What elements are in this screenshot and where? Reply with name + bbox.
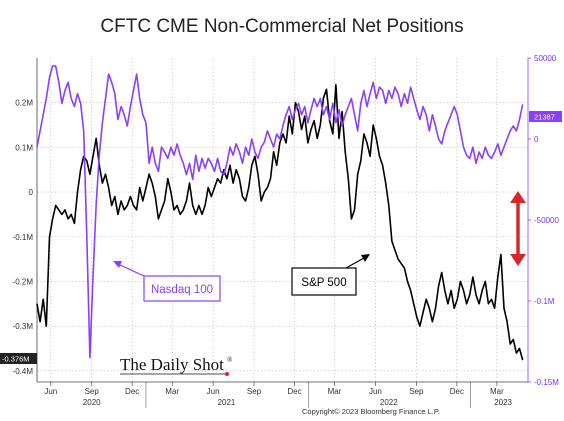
left-tick-label: -0.4M <box>13 367 34 376</box>
left-tick-label: 0 <box>29 188 34 197</box>
nasdaq100-line <box>36 65 524 359</box>
sp500-line <box>36 84 524 361</box>
x-month-label: Dec <box>125 387 139 396</box>
right-tick-label: -0.1M <box>534 297 555 306</box>
nasdaq-annotation-box <box>143 275 221 302</box>
x-month-label: Jun <box>369 387 382 396</box>
red-arrow-up-head <box>510 191 526 203</box>
x-year-label: 2021 <box>218 398 236 407</box>
x-year-label: 2020 <box>83 398 101 407</box>
left-tick-label: -0.3M <box>13 322 34 331</box>
sp-annotation-arrowhead <box>361 254 370 262</box>
right-tick-label: -0.15M <box>534 378 559 387</box>
end-label-right: 21387 <box>529 111 562 122</box>
sp-annotation-label: S&P 500 <box>301 277 346 289</box>
sp-annotation-arrow <box>345 257 365 269</box>
end-label-left: -0.376M <box>0 353 37 364</box>
axes: 0.2M 0.1M 0 -0.1M -0.2M -0.3M -0.4M 50000 0 -5000… <box>13 54 559 408</box>
x-year-label: 2023 <box>494 398 512 407</box>
red-arrow-down-head <box>510 254 526 266</box>
brand-logo: The Daily Shot ® <box>120 355 233 376</box>
x-month-label: Sep <box>85 387 100 396</box>
x-month-label: Jun <box>207 387 220 396</box>
end-label-left-text: -0.376M <box>2 355 30 364</box>
brand-text: The Daily Shot <box>120 355 224 374</box>
end-label-right-bg <box>529 111 562 122</box>
left-tick-label: -0.2M <box>13 277 34 286</box>
x-month-label: Mar <box>490 387 504 396</box>
x-month-label: Mar <box>165 387 179 396</box>
x-month-label: Dec <box>450 387 464 396</box>
grid <box>37 58 528 382</box>
left-tick-label: 0.1M <box>15 143 33 152</box>
chart-title: CFTC CME Non-Commercial Net Positions <box>100 16 463 37</box>
right-tick-label: -50000 <box>534 216 559 225</box>
nasdaq-annotation-arrow <box>117 263 145 277</box>
left-tick-label: -0.1M <box>13 233 34 242</box>
brand-registered-mark: ® <box>227 356 233 364</box>
x-month-label: Mar <box>328 387 342 396</box>
x-month-label: Sep <box>247 387 262 396</box>
right-tick-label: 0 <box>534 135 539 144</box>
annotations: Nasdaq 100 S&P 500 <box>113 191 526 302</box>
nasdaq-annotation-label: Nasdaq 100 <box>151 284 213 296</box>
x-month-label: Sep <box>409 387 424 396</box>
brand-dot <box>225 372 229 376</box>
copyright: Copyright© 2023 Bloomberg Finance L.P. <box>302 407 440 416</box>
end-label-right-text: 21387 <box>534 113 555 122</box>
series <box>36 65 524 361</box>
sp-annotation-box <box>291 267 357 296</box>
right-tick-label: 50000 <box>534 54 557 63</box>
left-tick-label: 0.2M <box>15 99 33 108</box>
end-label-left-bg <box>0 353 37 364</box>
x-month-label: Jun <box>44 387 57 396</box>
nasdaq-annotation-arrowhead <box>113 261 122 268</box>
x-year-label: 2022 <box>380 398 398 407</box>
x-month-label: Dec <box>287 387 301 396</box>
